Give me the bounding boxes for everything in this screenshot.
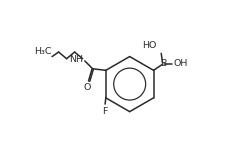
Text: B: B bbox=[159, 59, 165, 68]
Text: O: O bbox=[83, 83, 91, 92]
Text: H₃C: H₃C bbox=[34, 47, 51, 56]
Text: F: F bbox=[101, 107, 107, 116]
Text: OH: OH bbox=[173, 59, 187, 68]
Text: NH: NH bbox=[69, 55, 83, 64]
Text: HO: HO bbox=[142, 41, 156, 50]
